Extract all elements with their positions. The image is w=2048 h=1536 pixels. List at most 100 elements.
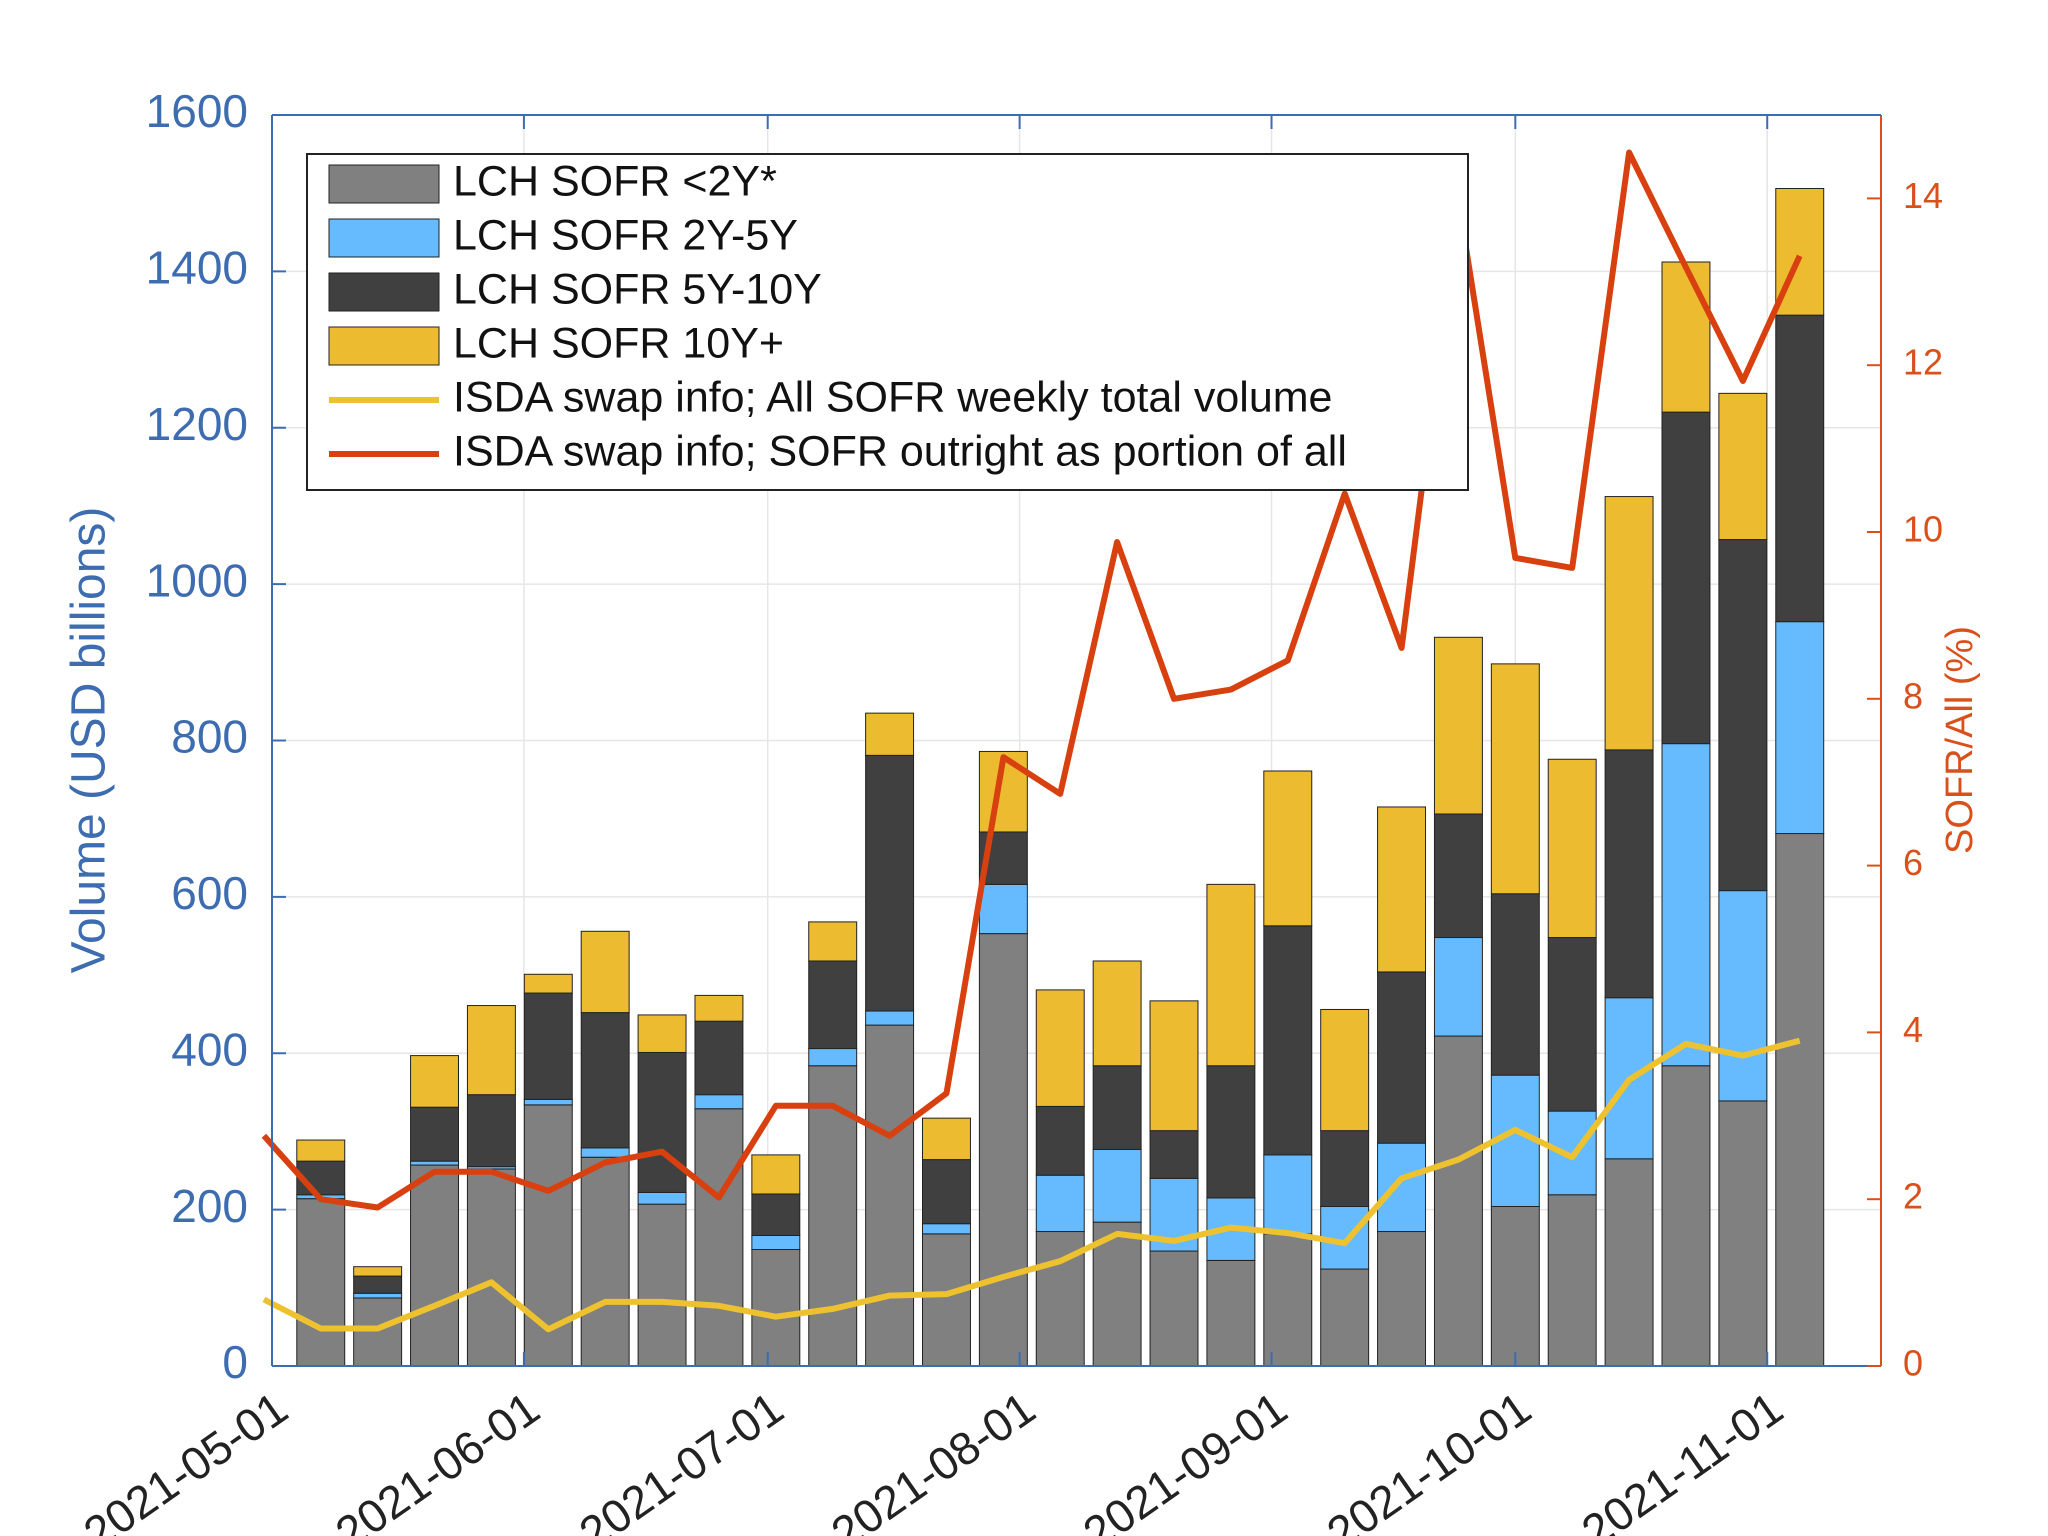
y2-tick-label: 0: [1903, 1343, 1923, 1384]
bar: [1718, 890, 1768, 1102]
bar: [353, 1297, 403, 1367]
bar: [1433, 937, 1483, 1037]
legend-swatch: [328, 164, 440, 204]
y-tick-label: 400: [171, 1023, 248, 1075]
bar: [1661, 1065, 1711, 1367]
bar: [466, 1168, 516, 1367]
bar: [1547, 1194, 1597, 1367]
bar: [922, 1159, 971, 1225]
bar: [1149, 1250, 1199, 1367]
bar: [694, 994, 744, 1022]
bar: [410, 1055, 459, 1108]
bar: [865, 1010, 915, 1026]
bar: [922, 1117, 971, 1161]
y2-tick-label: 6: [1903, 842, 1923, 883]
bar: [637, 1203, 687, 1367]
bar: [694, 1108, 744, 1367]
bar: [865, 1024, 915, 1367]
bar: [1092, 1148, 1142, 1223]
y-axis-label: Volume (USD billions): [63, 507, 116, 974]
bar: [637, 1051, 687, 1193]
legend-label: LCH SOFR 10Y+: [453, 319, 784, 367]
bar: [1661, 411, 1711, 745]
bar: [751, 1154, 801, 1195]
bar: [1206, 1259, 1256, 1367]
bar: [1092, 1065, 1142, 1150]
bar: [865, 754, 915, 1012]
x-tick-label: 2021-06-01: [326, 1382, 549, 1536]
bar: [1775, 833, 1825, 1367]
bar: [580, 930, 630, 1014]
y-tick-label: 1000: [146, 554, 248, 606]
bar: [808, 1048, 858, 1067]
bar: [1377, 971, 1427, 1144]
bar: [1206, 883, 1256, 1067]
bar: [580, 1156, 630, 1367]
bar: [1547, 758, 1597, 939]
y-tick-label: 0: [222, 1336, 248, 1388]
bar: [1377, 1231, 1427, 1367]
bar: [353, 1266, 403, 1277]
line: [261, 149, 1803, 1211]
bar: [296, 1139, 346, 1162]
bar: [1775, 621, 1825, 835]
bar: [1433, 813, 1483, 939]
legend-box: [306, 153, 1469, 491]
bar: [922, 1233, 971, 1367]
bar: [1320, 1268, 1370, 1367]
bar: [1547, 937, 1597, 1112]
y-tick-label: 1600: [146, 85, 248, 137]
legend-label: LCH SOFR <2Y*: [453, 157, 777, 205]
bar: [1263, 925, 1313, 1156]
bar: [523, 1098, 573, 1106]
bar: [1661, 261, 1711, 413]
bar: [410, 1106, 459, 1162]
y2-tick-label: 2: [1903, 1176, 1923, 1217]
bar: [808, 921, 858, 962]
bar: [410, 1164, 459, 1367]
bar: [353, 1275, 403, 1294]
bar: [1263, 1233, 1313, 1367]
bar: [1320, 1130, 1370, 1207]
x-tick-label: 2021-09-01: [1074, 1382, 1297, 1536]
bar: [1490, 893, 1540, 1076]
bar: [808, 960, 858, 1050]
bar: [1377, 1142, 1427, 1233]
bar: [1433, 1035, 1483, 1367]
bar: [808, 1065, 858, 1367]
bar: [1149, 1000, 1199, 1132]
y-tick-label: 600: [171, 867, 248, 919]
legend-label: ISDA swap info; All SOFR weekly total vo…: [453, 373, 1332, 421]
bar: [1718, 392, 1768, 541]
legend-swatch: [328, 272, 440, 312]
bar: [466, 1005, 516, 1096]
x-tick-label: 2021-10-01: [1317, 1382, 1540, 1536]
bar: [1092, 960, 1142, 1067]
bar: [1604, 1158, 1654, 1367]
bar: [1604, 496, 1654, 751]
y-tick-label: 1200: [146, 398, 248, 450]
x-tick-label: 2021-07-01: [570, 1382, 793, 1536]
bar: [1718, 539, 1768, 892]
line: [262, 1037, 1801, 1333]
legend-label: LCH SOFR 2Y-5Y: [453, 211, 798, 259]
bar: [1320, 1008, 1370, 1132]
bar: [1206, 1065, 1256, 1199]
bar: [694, 1094, 744, 1110]
bar: [523, 973, 573, 994]
bar: [751, 1249, 801, 1367]
x-tick-label: 2021-05-01: [74, 1382, 297, 1536]
bar: [1035, 1105, 1085, 1176]
y-tick-label: 1400: [146, 242, 248, 294]
legend-swatch: [328, 326, 440, 366]
bar: [1490, 663, 1540, 895]
y2-tick-label: 4: [1903, 1009, 1923, 1050]
y2-tick-label: 8: [1903, 675, 1923, 716]
x-tick-label: 2021-11-01: [1572, 1382, 1792, 1536]
bar: [694, 1020, 744, 1096]
bar: [922, 1223, 971, 1235]
bar: [978, 883, 1028, 935]
bar: [580, 1012, 630, 1149]
bar: [865, 712, 915, 756]
